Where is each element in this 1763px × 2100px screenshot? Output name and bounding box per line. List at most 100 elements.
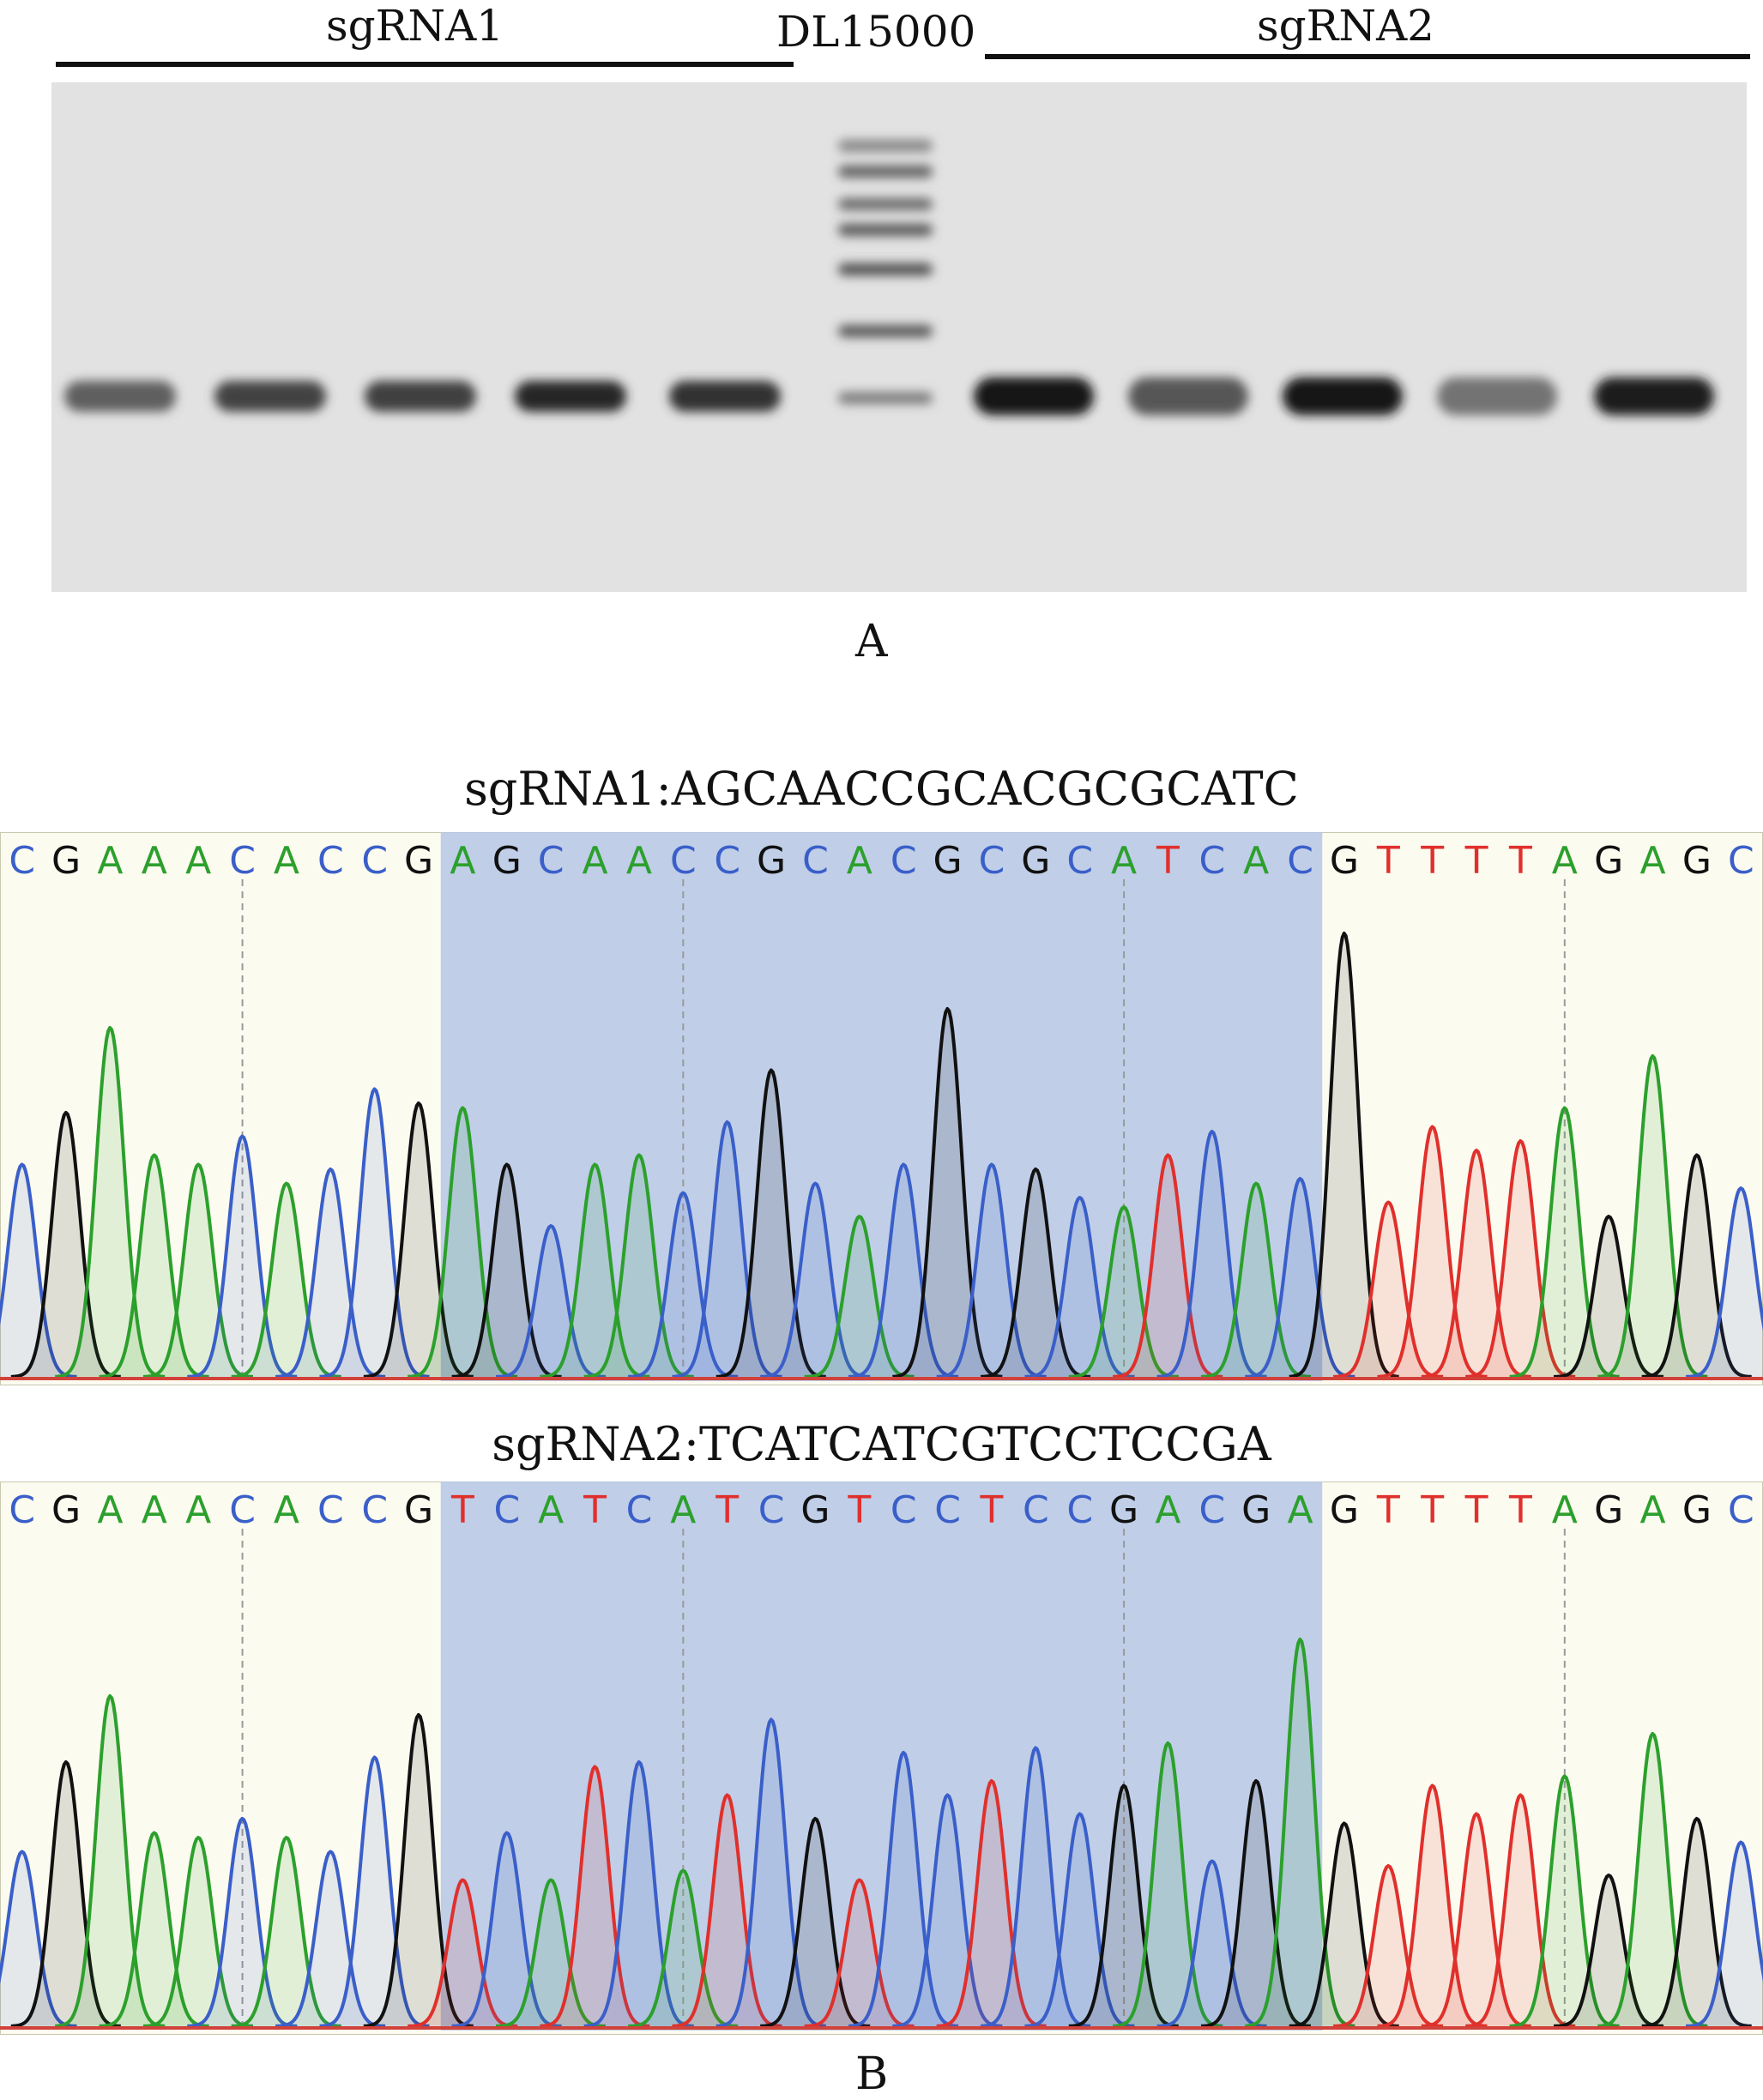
peak-T	[936, 1779, 1047, 2028]
peak-A	[408, 1106, 518, 1379]
base-call: G	[800, 1488, 830, 1532]
base-call: A	[1243, 839, 1269, 883]
base-call: A	[450, 839, 475, 883]
peak-C	[672, 1120, 782, 1379]
base-call: G	[1330, 1488, 1359, 1532]
peak-T	[1113, 1153, 1223, 1379]
base-call: A	[185, 839, 211, 883]
peak-A	[804, 1215, 915, 1379]
peak-C	[1024, 1196, 1135, 1379]
gel-band-sgrna2-5	[1594, 377, 1714, 415]
peak-A	[583, 1153, 694, 1379]
base-call: G	[1682, 1488, 1712, 1532]
peak-C	[187, 1817, 298, 2028]
peak-C	[0, 1162, 77, 1379]
base-call: G	[1021, 839, 1050, 883]
base-call: C	[1198, 839, 1225, 883]
peak-C	[892, 1793, 1003, 2028]
ladder-band-5	[838, 263, 933, 275]
base-call: C	[1198, 1488, 1225, 1532]
base-call: C	[229, 839, 256, 883]
base-call: C	[1287, 839, 1313, 883]
base-call: C	[979, 839, 1005, 883]
base-call: T	[1508, 839, 1532, 883]
base-call: A	[583, 839, 608, 883]
base-call: A	[142, 1488, 167, 1532]
base-call: T	[847, 1488, 871, 1532]
base-call: C	[9, 1488, 35, 1532]
gel-band-sgrna1-5	[669, 381, 781, 412]
base-call: T	[583, 1488, 607, 1532]
gel-band-sgrna1-1	[64, 381, 176, 412]
peak-G	[1641, 1817, 1752, 2028]
peak-C	[1245, 1177, 1355, 1379]
base-call: A	[142, 839, 167, 883]
peak-G	[1641, 1153, 1752, 1379]
base-call: A	[538, 1488, 564, 1532]
peak-A	[1068, 1205, 1179, 1379]
peak-G	[1289, 932, 1399, 1379]
peak-A	[1597, 1732, 1708, 2028]
peak-C	[1686, 1840, 1763, 2028]
peak-T	[1465, 1793, 1576, 2028]
peak-A	[1509, 1106, 1620, 1379]
gel-band-sgrna2-1	[974, 377, 1094, 415]
base-call: A	[847, 839, 872, 883]
gel-band-sgrna2-2	[1128, 377, 1248, 415]
base-call: C	[934, 1488, 961, 1532]
peak-C	[760, 1181, 871, 1379]
peak-A	[1245, 1638, 1355, 2028]
peak-C	[848, 1751, 959, 2028]
base-call: G	[933, 839, 963, 883]
peak-C	[1686, 1186, 1763, 1379]
peak-G	[715, 1068, 826, 1379]
ladder-band-4	[838, 224, 933, 236]
peak-T	[408, 1878, 518, 2028]
base-call: A	[1640, 839, 1666, 883]
base-call: A	[1155, 1488, 1180, 1532]
base-call: A	[274, 839, 299, 883]
peak-A	[540, 1162, 650, 1379]
peak-T	[1333, 1864, 1444, 2028]
base-call: C	[538, 839, 565, 883]
peak-T	[1421, 1812, 1531, 2028]
peak-G	[1554, 1215, 1664, 1379]
peak-C	[583, 1760, 694, 2028]
base-call: T	[450, 1488, 474, 1532]
panel-label-b: B	[855, 2049, 889, 2100]
peaks-group	[0, 932, 1763, 1379]
peak-G	[363, 1713, 474, 2028]
peaks-group	[0, 1638, 1763, 2028]
peak-A	[496, 1878, 606, 2028]
peak-C	[0, 1850, 77, 2028]
peak-C	[319, 1087, 430, 1379]
ladder-band-7	[838, 392, 933, 404]
base-call: C	[229, 1488, 256, 1532]
gel-band-sgrna1-2	[214, 381, 326, 412]
base-call: A	[97, 1488, 123, 1532]
peak-T	[1465, 1139, 1576, 1379]
base-call: C	[1066, 839, 1093, 883]
peak-A	[1113, 1741, 1223, 2028]
gel-band-sgrna2-4	[1437, 377, 1557, 415]
base-call: G	[1109, 1488, 1138, 1532]
gel-label-sgrna2: sgRNA2	[1257, 1, 1434, 51]
peak-C	[1156, 1859, 1267, 2028]
sgrna2-group-line	[985, 54, 1750, 59]
base-call: C	[802, 839, 829, 883]
base-call: C	[1023, 1488, 1049, 1532]
peak-A	[99, 1831, 209, 2028]
peak-G	[1289, 1821, 1399, 2028]
peak-A	[628, 1868, 739, 2028]
base-call: A	[1552, 1488, 1578, 1532]
base-call: A	[97, 839, 123, 883]
base-call: C	[758, 1488, 785, 1532]
peak-C	[451, 1831, 562, 2028]
base-call: G	[1594, 1488, 1623, 1532]
base-call: G	[404, 1488, 433, 1532]
gel-label-ladder: DL15000	[776, 7, 976, 57]
peak-A	[55, 1026, 166, 1379]
base-call: A	[185, 1488, 211, 1532]
gel-band-sgrna2-3	[1283, 377, 1403, 415]
